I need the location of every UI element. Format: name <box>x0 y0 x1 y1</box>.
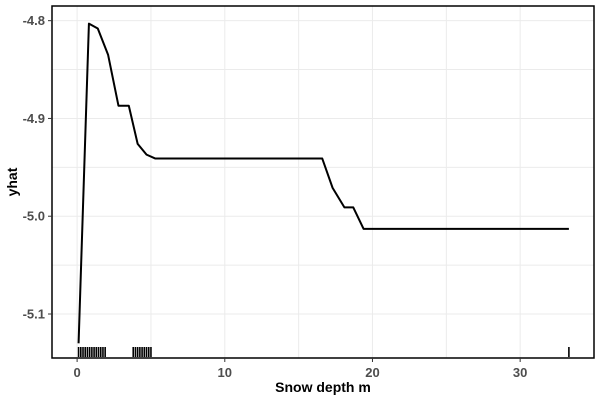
x-tick-label: 0 <box>73 365 80 380</box>
x-tick-label: 30 <box>513 365 527 380</box>
series-layer <box>77 22 569 344</box>
panel-border <box>51 5 595 359</box>
y-tick-label: -4.9 <box>23 111 45 126</box>
y-axis-title: yhat <box>4 167 20 196</box>
y-axis-ticks: -4.8 -4.9 -5.0 -5.1 <box>23 13 52 322</box>
grid-lines <box>52 6 595 358</box>
y-tick-label: -5.1 <box>23 307 45 322</box>
series-line <box>77 22 569 344</box>
x-tick-label: 20 <box>365 365 379 380</box>
x-axis-ticks: 0 10 20 30 <box>73 358 527 380</box>
y-tick-label: -4.8 <box>23 13 45 28</box>
rug-marks <box>77 347 570 357</box>
y-tick-label: -5.0 <box>23 209 45 224</box>
x-axis-title: Snow depth m <box>275 379 371 395</box>
x-tick-label: 10 <box>218 365 232 380</box>
